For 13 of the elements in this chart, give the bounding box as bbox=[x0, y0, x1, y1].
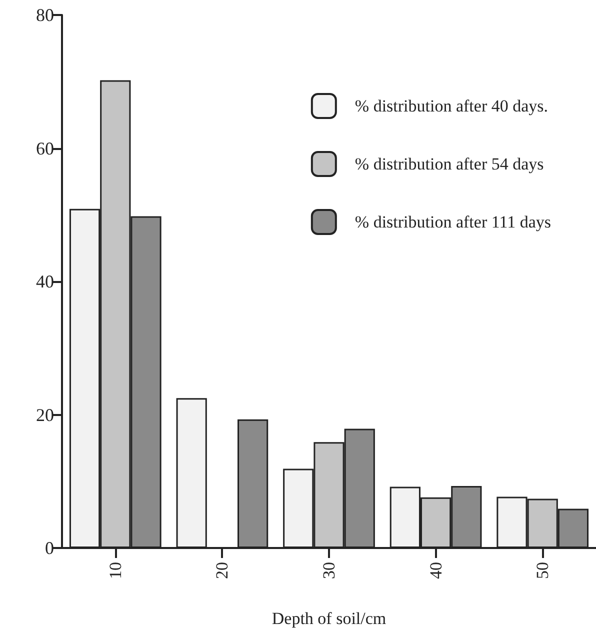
x-tick-label: 20 bbox=[212, 562, 232, 579]
x-tick-label: 50 bbox=[533, 562, 552, 579]
legend-label: % distribution after 54 days bbox=[354, 154, 544, 174]
y-tick-label: 60 bbox=[36, 138, 54, 158]
y-tick-label: 20 bbox=[36, 404, 54, 425]
x-tick-label: 40 bbox=[426, 562, 446, 579]
y-tick-label: 80 bbox=[36, 5, 54, 25]
legend-label: % distribution after 111 days bbox=[354, 212, 552, 232]
legend-label: % distribution after 40 days. bbox=[354, 96, 548, 116]
x-tick-label: 30 bbox=[320, 562, 338, 579]
x-tick-label: 10 bbox=[106, 562, 125, 579]
y-tick-label: 40 bbox=[36, 272, 54, 292]
x-axis-title: Depth of soil/cm bbox=[272, 609, 386, 628]
